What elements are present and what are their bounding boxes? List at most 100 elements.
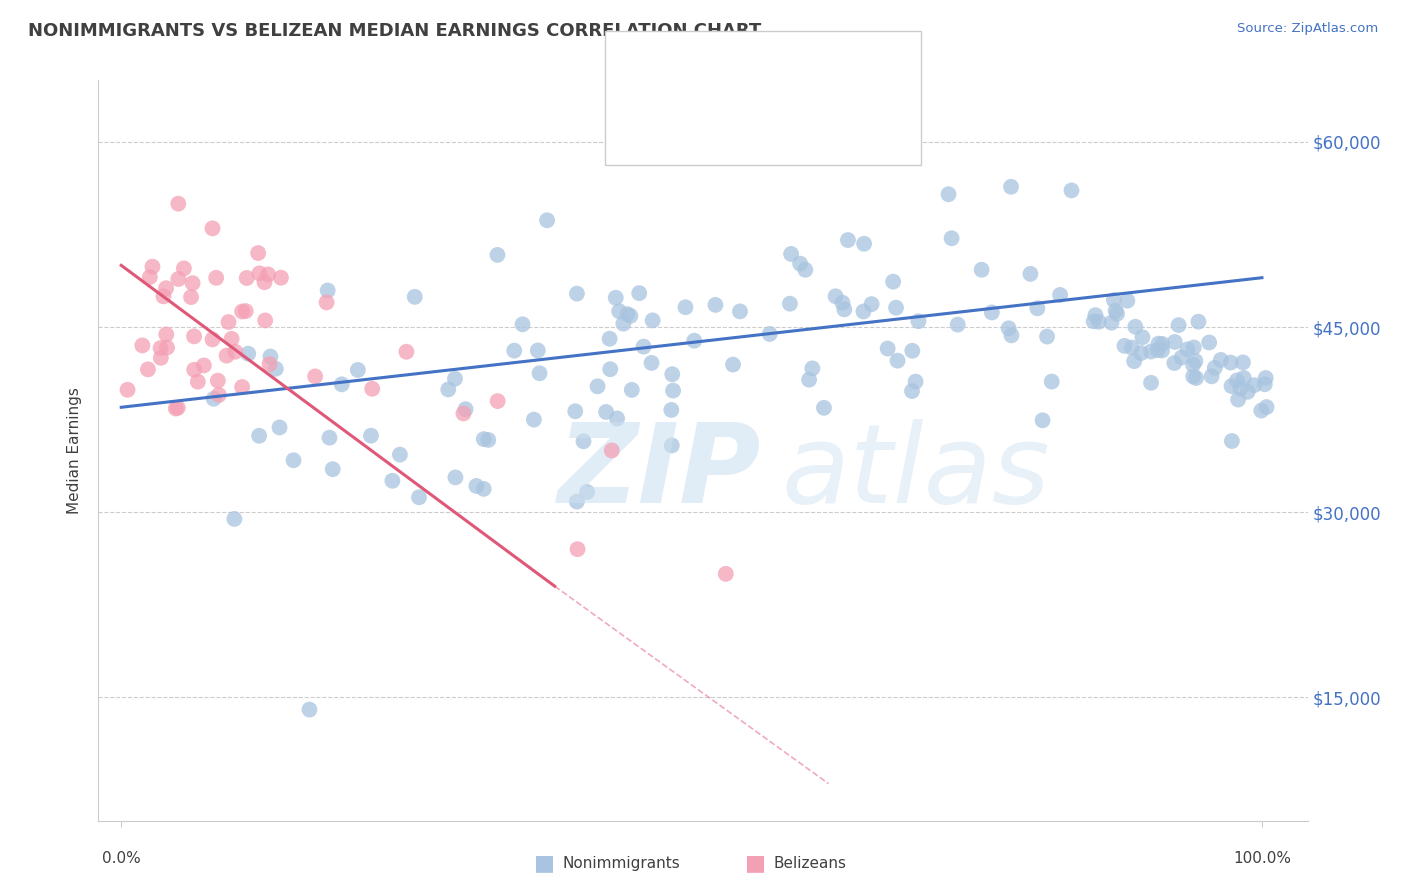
Point xyxy=(1123,354,1146,368)
Point xyxy=(1019,267,1042,281)
Point xyxy=(529,366,551,380)
Point xyxy=(661,368,683,382)
Point xyxy=(361,382,384,396)
Point xyxy=(1185,371,1208,385)
Text: Source: ZipAtlas.com: Source: ZipAtlas.com xyxy=(1237,22,1378,36)
Point xyxy=(208,388,231,402)
Point xyxy=(221,332,243,346)
Point xyxy=(264,361,287,376)
Point xyxy=(477,433,499,447)
Point xyxy=(1226,374,1249,388)
Text: Belizeans: Belizeans xyxy=(773,856,846,871)
Point xyxy=(207,374,229,388)
Point xyxy=(1170,351,1192,365)
Point xyxy=(1040,375,1063,389)
Point xyxy=(970,262,993,277)
Point xyxy=(1254,371,1277,385)
Point xyxy=(901,343,924,358)
Point xyxy=(472,482,495,496)
Point xyxy=(675,300,697,314)
Point xyxy=(659,403,682,417)
Point xyxy=(259,357,281,371)
Point xyxy=(612,317,634,331)
Point xyxy=(834,302,856,317)
Point xyxy=(606,411,628,425)
Point xyxy=(853,236,876,251)
Point xyxy=(1101,316,1123,330)
Point xyxy=(1000,328,1022,343)
Point xyxy=(257,268,280,282)
Point xyxy=(1164,334,1187,349)
Point xyxy=(1227,392,1250,407)
Point xyxy=(330,377,353,392)
Point xyxy=(315,295,337,310)
Point xyxy=(347,363,370,377)
Point xyxy=(231,304,253,318)
Point xyxy=(1152,343,1174,358)
Point xyxy=(1140,376,1163,390)
Point xyxy=(907,314,929,328)
Point xyxy=(187,375,209,389)
Point xyxy=(1114,339,1136,353)
Point xyxy=(453,407,475,421)
Point xyxy=(565,494,588,508)
Point xyxy=(149,341,172,355)
Point xyxy=(1116,293,1139,308)
Point xyxy=(572,434,595,449)
Point xyxy=(193,359,215,373)
Text: R = -0.479: R = -0.479 xyxy=(665,118,763,136)
Text: ZIP: ZIP xyxy=(558,419,762,526)
Point xyxy=(797,373,820,387)
Point xyxy=(136,362,159,376)
Point xyxy=(141,260,163,274)
Point xyxy=(1167,318,1189,332)
Point xyxy=(882,275,904,289)
Point xyxy=(465,479,488,493)
Point xyxy=(904,375,927,389)
Point xyxy=(1204,360,1226,375)
Point xyxy=(837,233,859,247)
Point xyxy=(1000,179,1022,194)
Point xyxy=(298,703,321,717)
Point xyxy=(758,326,780,341)
Point xyxy=(322,462,344,476)
Point xyxy=(131,338,153,352)
Point xyxy=(247,246,270,260)
Point xyxy=(567,542,589,557)
Point xyxy=(661,438,683,452)
Point xyxy=(454,402,477,417)
Point xyxy=(183,363,205,377)
Point xyxy=(1201,369,1223,384)
Point xyxy=(316,284,339,298)
Point xyxy=(779,296,801,310)
Point xyxy=(437,383,460,397)
Point xyxy=(1132,330,1154,344)
Point xyxy=(235,271,257,285)
Point xyxy=(801,361,824,376)
Point xyxy=(166,401,188,415)
Point xyxy=(620,383,643,397)
Point xyxy=(607,304,630,318)
Point xyxy=(600,443,623,458)
Point xyxy=(1130,346,1153,360)
Point xyxy=(1220,434,1243,448)
Point xyxy=(1243,378,1265,392)
Point xyxy=(231,380,253,394)
Point xyxy=(1256,400,1278,414)
Point xyxy=(444,372,467,386)
Point xyxy=(1049,288,1071,302)
Point xyxy=(1229,381,1251,395)
Point xyxy=(813,401,835,415)
Point xyxy=(852,304,875,318)
Point xyxy=(876,342,898,356)
Text: 0.466: 0.466 xyxy=(710,61,762,78)
Point xyxy=(1125,319,1147,334)
Point xyxy=(683,334,706,348)
Point xyxy=(641,313,664,327)
Point xyxy=(1163,356,1185,370)
Point xyxy=(1146,343,1168,358)
Point xyxy=(824,289,846,303)
Point xyxy=(149,351,172,365)
Point xyxy=(1087,315,1109,329)
Point xyxy=(946,318,969,332)
